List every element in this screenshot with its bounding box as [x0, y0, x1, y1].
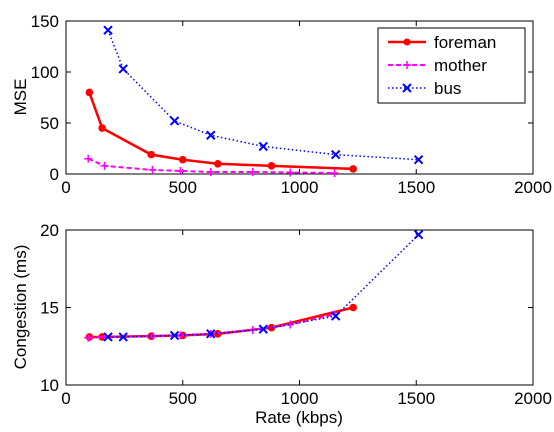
data-point-bus: [413, 229, 424, 240]
data-point-foreman: [178, 155, 187, 164]
data-point-foreman: [349, 165, 358, 173]
x-tick-label: 500: [169, 178, 197, 197]
x-axis-label: Rate (kbps): [255, 408, 343, 427]
x-tick-label: 1000: [281, 389, 319, 408]
data-point-bus: [103, 332, 113, 342]
data-point-foreman: [267, 323, 276, 332]
data-point-foreman: [147, 150, 156, 159]
legend-box: [377, 27, 526, 104]
data-point-bus: [258, 324, 269, 334]
data-point-mother: [84, 154, 93, 163]
data-point-foreman: [267, 162, 276, 170]
x-tick-label: 1500: [397, 178, 435, 197]
congestion-y-axis-label: Congestion (ms): [11, 245, 30, 370]
x-tick-label: 1000: [281, 178, 319, 197]
data-point-mother: [100, 161, 109, 170]
congestion-plot-frame: [65, 229, 534, 386]
series-line-mother: [87, 157, 335, 174]
data-point-foreman: [85, 88, 94, 97]
y-tick-label: 15: [40, 299, 59, 318]
legend-entry-mother: mother: [388, 56, 487, 75]
legend: foreman mother bus: [377, 27, 526, 104]
data-point-mother: [176, 166, 185, 175]
data-point-bus: [169, 116, 180, 126]
y-tick-label: 10: [40, 376, 59, 395]
mse-y-axis-label: MSE: [11, 79, 30, 116]
y-tick-label: 50: [40, 114, 59, 133]
data-point-foreman: [213, 160, 222, 168]
data-point-mother: [84, 333, 93, 342]
x-tick-label: 2000: [514, 178, 552, 197]
congestion-panel: 0 500 1000 1500 2000 10 15 20 Congestion (ms) R…: [11, 221, 552, 427]
data-point-bus: [169, 330, 180, 341]
data-point-bus: [206, 130, 216, 140]
data-point-foreman: [349, 303, 358, 312]
mse-panel: 0 500 1000 1500 2000 0 50 100 150 MSE foreman mo…: [11, 12, 552, 197]
legend-entry-foreman: foreman: [388, 33, 496, 52]
data-point-mother: [148, 165, 157, 174]
svg-text:bus: bus: [434, 79, 461, 98]
y-tick-label: 100: [31, 63, 59, 82]
x-tick-label: 0: [61, 178, 70, 197]
y-tick-label: 0: [50, 165, 59, 184]
y-tick-label: 20: [40, 221, 59, 240]
data-point-bus: [258, 141, 269, 152]
x-tick-label: 500: [169, 389, 197, 408]
data-point-bus: [118, 64, 128, 74]
data-point-mother: [330, 168, 339, 177]
data-point-bus: [330, 149, 341, 160]
x-tick-label: 2000: [514, 389, 552, 408]
data-point-bus: [118, 332, 128, 342]
data-point-foreman: [98, 124, 106, 132]
svg-text:foreman: foreman: [434, 33, 496, 52]
data-point-mother: [286, 168, 295, 177]
data-point-bus: [206, 329, 216, 339]
data-point-bus: [103, 25, 113, 35]
data-point-mother: [206, 167, 215, 176]
data-point-bus: [413, 155, 424, 165]
x-tick-label: 1500: [397, 389, 435, 408]
y-tick-label: 150: [31, 12, 59, 31]
data-point-mother: [248, 167, 257, 176]
data-point-bus: [330, 311, 341, 321]
legend-entry-bus: bus: [388, 79, 461, 98]
svg-text:mother: mother: [434, 56, 487, 75]
x-tick-label: 0: [61, 389, 70, 408]
